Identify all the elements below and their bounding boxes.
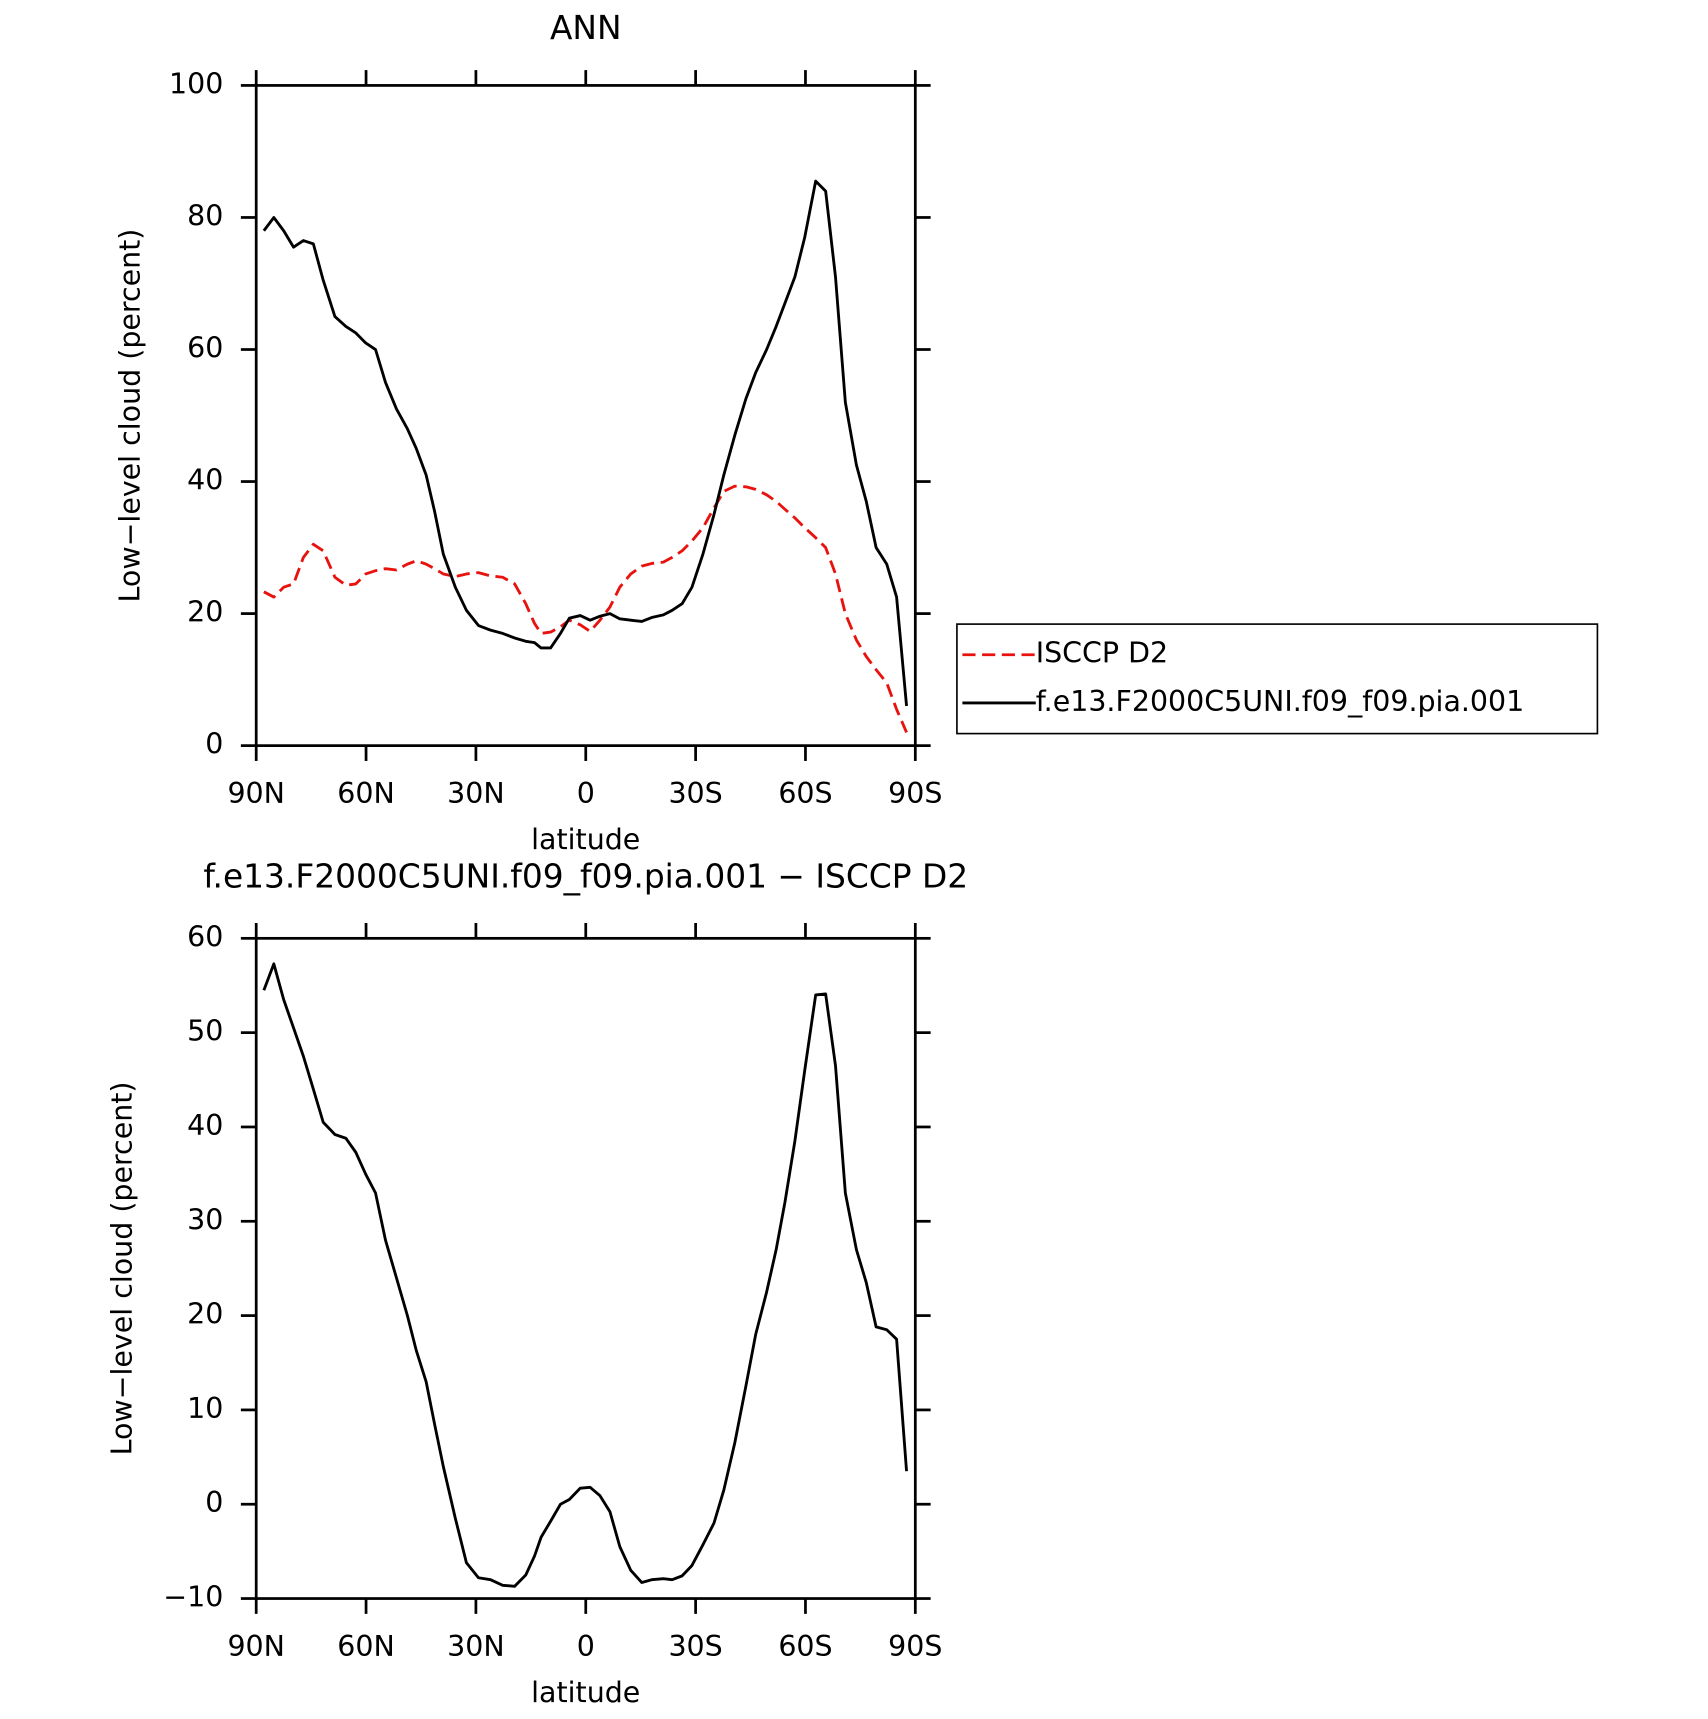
legend-box [956, 623, 1599, 735]
y-tick-label: 100 [169, 67, 223, 100]
x-axis-label: latitude [531, 1676, 640, 1709]
chart-title: ANN [550, 9, 622, 47]
y-tick-label: 10 [187, 1392, 223, 1425]
x-tick-label: 0 [577, 1630, 595, 1663]
chart-title: f.e13.F2000C5UNI.f09_f09.pia.001 − ISCCP… [203, 858, 968, 896]
y-tick-label: 0 [205, 1486, 223, 1519]
x-tick-label: 60S [778, 777, 832, 810]
y-tick-label: 80 [187, 199, 223, 232]
y-tick-label: 20 [187, 1298, 223, 1331]
plot-frame [254, 936, 917, 1600]
x-tick-label: 90S [888, 777, 942, 810]
legend-label: ISCCP D2 [1036, 637, 1168, 670]
y-tick-label: 20 [187, 596, 223, 629]
x-tick-label: 60S [778, 1630, 832, 1663]
y-axis-label: Low−level cloud (percent) [106, 1082, 139, 1456]
x-tick-label: 90S [888, 1630, 942, 1663]
x-tick-label: 90N [227, 1630, 285, 1663]
x-tick-label: 60N [337, 777, 395, 810]
y-tick-label: 0 [205, 728, 223, 761]
y-tick-label: 60 [187, 332, 223, 365]
x-tick-label: 0 [577, 777, 595, 810]
x-tick-label: 90N [227, 777, 285, 810]
x-tick-label: 30S [668, 1630, 722, 1663]
data-line [262, 962, 908, 1588]
data-line [262, 179, 908, 707]
x-tick-label: 30N [447, 1630, 505, 1663]
y-tick-label: 50 [187, 1015, 223, 1048]
x-tick-label: 30N [447, 777, 505, 810]
legend: ISCCP D2 f.e13.F2000C5UNI.f09_f09.pia.001 [956, 623, 1599, 735]
legend-label: f.e13.F2000C5UNI.f09_f09.pia.001 [1036, 685, 1525, 718]
x-tick-label: 30S [668, 777, 722, 810]
y-tick-label: 40 [187, 464, 223, 497]
y-tick-label: 60 [187, 920, 223, 953]
y-tick-label: 40 [187, 1109, 223, 1142]
y-tick-label: 30 [187, 1203, 223, 1236]
x-axis-label: latitude [531, 823, 640, 856]
data-line [263, 484, 908, 733]
x-tick-label: 60N [337, 1630, 395, 1663]
y-axis-label: Low−level cloud (percent) [113, 229, 146, 603]
y-tick-label: −10 [163, 1581, 223, 1614]
